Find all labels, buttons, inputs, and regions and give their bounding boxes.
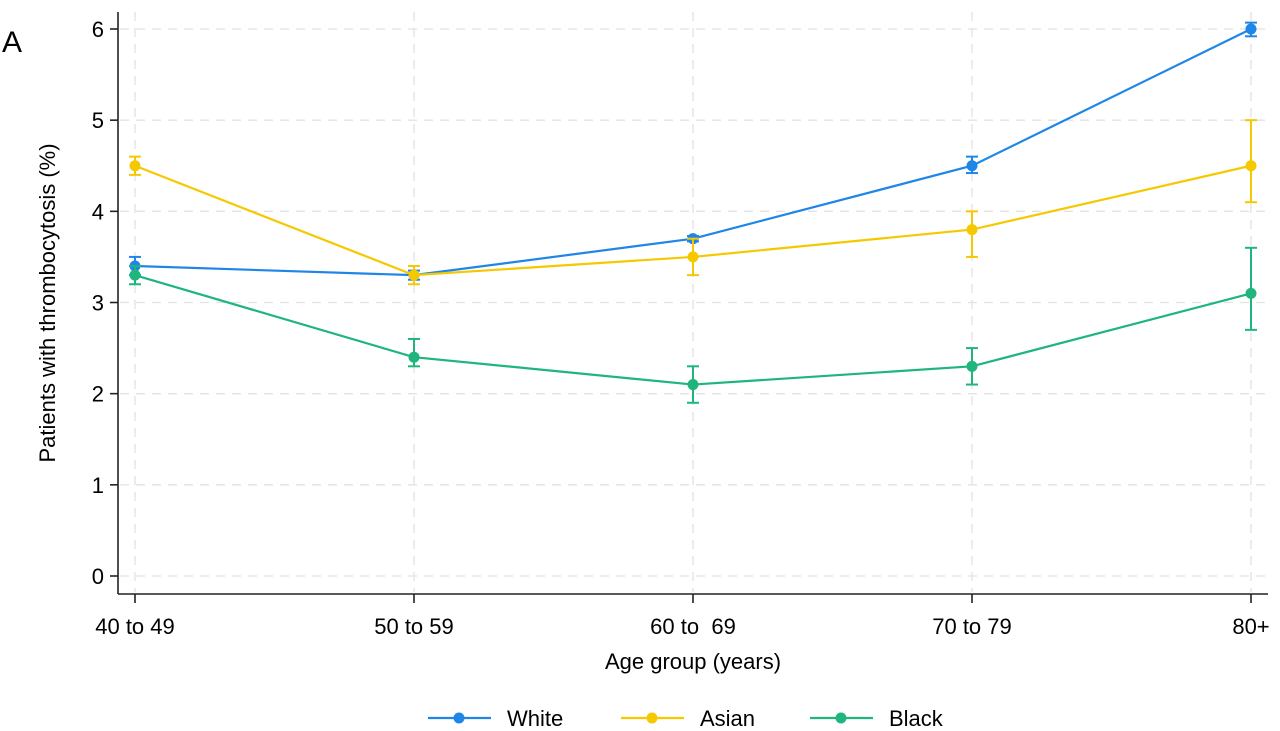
data-point-asian xyxy=(129,160,141,172)
legend-label-asian: Asian xyxy=(700,706,755,731)
y-axis-title: Patients with thrombocytosis (%) xyxy=(35,143,60,462)
series-asian xyxy=(129,119,1257,286)
y-tick-label: 4 xyxy=(92,199,104,224)
data-point-black xyxy=(408,351,420,363)
legend-swatch-marker-black xyxy=(835,712,847,724)
x-tick-label: 70 to 79 xyxy=(932,614,1012,639)
series-layer xyxy=(129,21,1257,404)
y-tick-label: 6 xyxy=(92,17,104,42)
data-point-black xyxy=(966,360,978,372)
data-point-black xyxy=(687,379,699,391)
x-ticks: 40 to 49 50 to 59 60 to 69 70 to 79 80+ xyxy=(95,594,1270,639)
x-axis-title: Age group (years) xyxy=(605,649,781,674)
legend-swatch-marker-white xyxy=(453,712,465,724)
y-tick-label: 3 xyxy=(92,291,104,316)
data-point-white xyxy=(966,160,978,172)
data-point-black xyxy=(129,269,141,281)
legend-label-black: Black xyxy=(889,706,944,731)
legend-label-white: White xyxy=(507,706,563,731)
panel-label: A xyxy=(2,26,22,59)
data-point-white xyxy=(1245,23,1257,35)
x-tick-label: 50 to 59 xyxy=(374,614,454,639)
grid xyxy=(120,12,1268,592)
data-point-asian xyxy=(408,269,420,281)
data-point-asian xyxy=(687,251,699,263)
legend-swatch-marker-asian xyxy=(646,712,658,724)
series-black xyxy=(129,246,1257,404)
y-tick-label: 5 xyxy=(92,108,104,133)
x-tick-label: 40 to 49 xyxy=(95,614,175,639)
y-tick-label: 2 xyxy=(92,382,104,407)
y-tick-label: 1 xyxy=(92,473,104,498)
y-ticks: 0 1 2 3 4 5 6 xyxy=(92,17,118,589)
y-tick-label: 0 xyxy=(92,564,104,589)
x-tick-label: 60 to 69 xyxy=(650,614,736,639)
data-point-black xyxy=(1245,287,1257,299)
legend: White Asian Black xyxy=(428,706,944,731)
x-tick-label: 80+ xyxy=(1232,614,1269,639)
data-point-asian xyxy=(1245,160,1257,172)
data-point-asian xyxy=(966,224,978,236)
